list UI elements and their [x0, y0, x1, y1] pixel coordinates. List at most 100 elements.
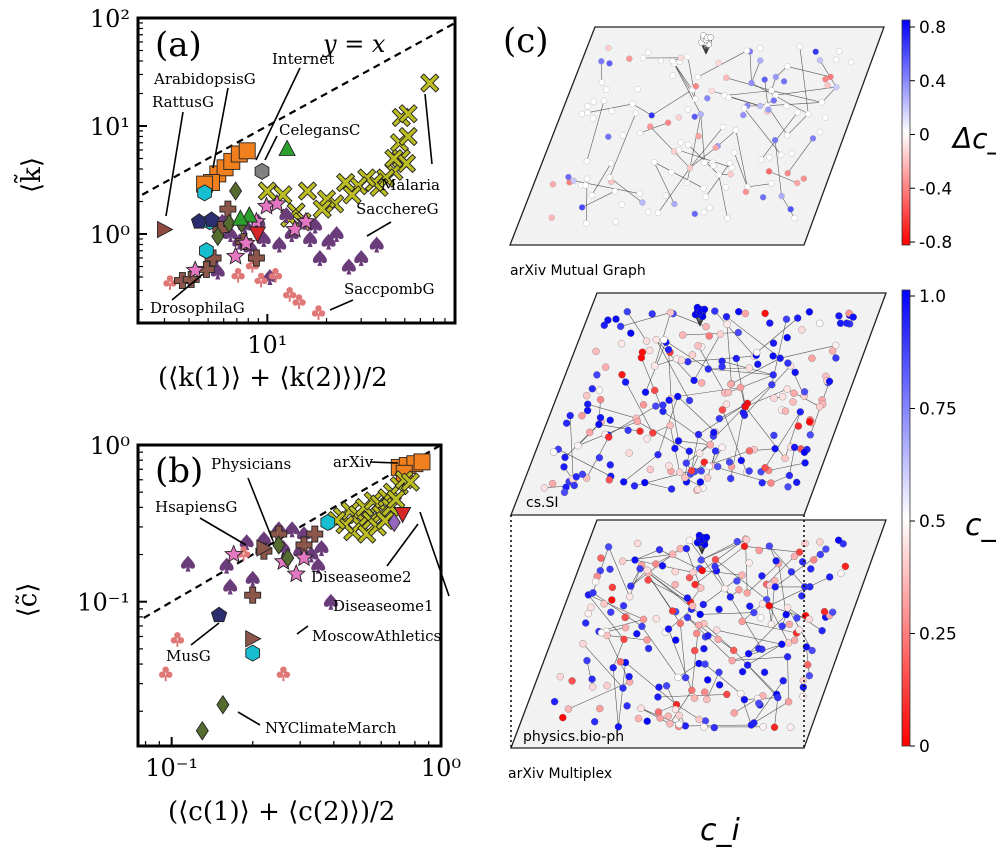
panel-b-ytick-label-1: 10⁰: [90, 432, 130, 460]
net2-node-180: [562, 419, 571, 427]
net2-node-58: [660, 336, 668, 344]
net1-node-111: [740, 111, 747, 119]
net2-node-57: [690, 376, 698, 385]
net2-edge-70-1: [623, 454, 659, 483]
net1-node-92: [712, 144, 719, 151]
net3-node-225: [699, 600, 707, 609]
panel-a-point-diamonds-1: [222, 213, 236, 234]
net2-node-171: [687, 467, 696, 475]
net1-node-12: [677, 139, 684, 146]
net3-node-195: [675, 720, 683, 729]
net1-node-56: [759, 194, 767, 201]
net2-node-131: [550, 448, 558, 456]
net1-edge-41-0: [689, 126, 724, 169]
panel-a-point-plus-7: [247, 249, 265, 267]
panel-a-leader-lines: [165, 67, 433, 311]
net3-edge-181-0: [748, 614, 787, 654]
panel-a-point-clubs-5: [283, 287, 297, 302]
net3-node-150: [688, 602, 697, 610]
net3-node-187: [735, 586, 743, 594]
net1-node-52: [648, 112, 655, 119]
net3-node-178: [697, 584, 705, 592]
net1-node-136: [784, 132, 791, 139]
net2-node-181: [735, 308, 743, 316]
colorbar-c-tick-label-3: 0.25: [919, 625, 957, 645]
net2-node-8: [711, 307, 719, 315]
net3-edge-48-1: [588, 594, 625, 640]
net1-node-5: [702, 193, 709, 200]
net1-edge-139-1: [767, 102, 822, 106]
panel-a-point-diamonds-3: [229, 181, 243, 201]
net1-edge-52-1: [632, 103, 652, 116]
net1-node-60: [578, 110, 586, 118]
net3-node-37: [637, 704, 645, 712]
net3-node-83: [596, 567, 604, 575]
net1-node-11: [590, 98, 597, 105]
net2-node-25: [606, 416, 614, 424]
net3-node-68: [671, 580, 679, 589]
net2-node-193: [578, 470, 587, 478]
leader-arxiv: [369, 461, 399, 464]
net1-node-47: [668, 169, 675, 176]
panel-a-label: (a): [155, 25, 202, 65]
net3-edge-193-0: [622, 553, 673, 562]
leader-diseaseome2: [386, 523, 419, 567]
net3-edge-79-0: [625, 662, 677, 705]
net3-node-85: [698, 566, 706, 575]
net3-node-19: [609, 664, 617, 672]
net3-edge-31-1: [702, 570, 743, 576]
net1-edge-148-1: [672, 60, 702, 115]
net3-nodes: [550, 531, 850, 732]
net2-node-99: [548, 479, 557, 488]
net1-node-7: [647, 123, 654, 130]
net2-node-77: [593, 371, 601, 379]
annotation-musg: MusG: [166, 647, 211, 665]
leader-sacchereg: [366, 221, 392, 237]
net3-node-128: [591, 578, 600, 586]
net2-edge-100-0: [677, 387, 741, 397]
net3-node-139: [658, 562, 667, 570]
net3-edge-207-0: [774, 697, 779, 728]
net3-edge-30-0: [734, 698, 758, 714]
net3-node-214: [688, 686, 696, 695]
net3-edge-222-1: [676, 704, 700, 720]
colorbar-delta-c: 0.8 0.4 0 -0.4 -0.8 Δc_i: [901, 18, 996, 253]
net1-edge-72-1: [591, 163, 612, 196]
net2-node-48: [642, 337, 651, 345]
net2-node-188: [659, 401, 667, 409]
net3-edge-114-0: [747, 644, 782, 666]
net3-node-212: [730, 709, 738, 717]
panel-b-ytick-label-0: 10⁻¹: [77, 589, 130, 617]
net2-node-49: [665, 462, 673, 470]
panel-b-point-spades-2: [239, 534, 254, 551]
panel-b-point-clubs-1: [159, 666, 173, 682]
net3-node-227: [783, 653, 792, 661]
net1-edge-20-0: [747, 183, 772, 188]
net2-node-112: [651, 362, 659, 370]
net2-node-222: [667, 485, 676, 493]
net2-node-121: [722, 313, 731, 321]
net1-node-118: [691, 113, 698, 120]
net3-node-229: [738, 617, 746, 626]
net1-node-38: [816, 128, 824, 136]
net3-edge-163-1: [659, 549, 703, 571]
colorbar-delta-c-tick-label-1: 0.4: [919, 72, 946, 92]
net3-node-100: [816, 538, 824, 546]
net3-node-34: [715, 681, 724, 689]
net3-node-99: [662, 682, 671, 690]
net1-edge-29-1: [697, 50, 748, 78]
net2-node-150: [596, 395, 605, 404]
panel-a-point-crosses-6: [396, 153, 417, 174]
net3-node-75: [619, 602, 628, 610]
panel-b-point-tri_right-0: [245, 630, 262, 648]
net1-node-116: [598, 58, 605, 65]
net1-node-76: [771, 136, 779, 144]
net1-node-74: [639, 199, 646, 206]
net2-node-143: [666, 308, 675, 317]
net2-node-114: [688, 351, 697, 359]
panel-a-point-spades-8: [272, 236, 287, 253]
net2-node-122: [681, 473, 689, 482]
panel-b-point-plus-2: [295, 536, 313, 554]
net3-edge-26-0: [687, 617, 733, 661]
net3-node-200: [619, 684, 627, 692]
